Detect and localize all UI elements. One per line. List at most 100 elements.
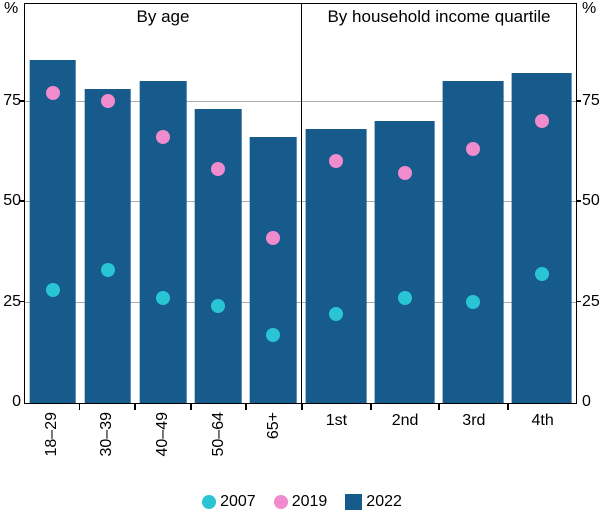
category-slot-2nd [370,4,439,403]
dot-2007-50–64 [211,299,226,314]
x-label-4th: 4th [531,412,554,429]
x-label-50–64: 50–64 [209,412,227,457]
legend-square-icon-2022 [345,494,363,510]
x-axis-age-labels: 18–29 30–39 40–49 50–64 65+ [24,412,302,457]
y-tick-mark-left-25 [20,300,24,303]
x-label-cell-3rd: 3rd [439,412,508,457]
dot-2019-50–64 [211,162,226,177]
dot-2019-30–39 [100,93,115,108]
legend-item-2019: 2019 [273,493,328,511]
legend-circle-icon-2019 [273,495,288,509]
gridline-75 [25,100,576,102]
y-tick-mark-right-50 [577,200,581,203]
legend-item-2022: 2022 [345,493,402,511]
panel-by-income-title: By household income quartile [327,7,551,26]
y-axis-unit-left: % [4,0,19,17]
x-label-3rd: 3rd [462,412,486,429]
x-label-65+: 65+ [265,412,283,440]
bar-2022-3rd [442,80,504,403]
category-tick [438,404,441,410]
category-slot-4th [507,4,576,403]
y-tick-mark-left-75 [20,100,24,102]
dot-2019-2nd [397,166,412,181]
y-tick-label-right-50: 50 [582,192,600,210]
plot-area: By age By household income quartile [24,3,577,404]
panel-by-age: By age [25,4,302,403]
bar-2022-40–49 [139,80,187,403]
x-label-cell-50–64: 50–64 [191,412,247,457]
bar-2022-18–29 [29,60,76,403]
bar-2022-1st [305,128,367,403]
bar-2022-65+ [250,137,297,403]
category-tick [245,404,248,410]
dot-2007-65+ [266,327,281,342]
category-slot-50–64 [191,4,246,403]
category-tick [189,404,192,410]
y-tick-mark-left-50 [20,200,24,203]
panel-by-age-slots [25,4,301,403]
y-tick-label-right-0: 0 [582,393,591,411]
category-tick [507,404,510,410]
x-label-cell-18–29: 18–29 [24,412,80,457]
x-label-2nd: 2nd [391,412,419,429]
legend-label-2019: 2019 [291,493,328,510]
dot-2019-1st [329,154,344,169]
category-slot-18–29 [25,4,80,403]
x-label-18–29: 18–29 [42,412,60,457]
dot-2007-4th [534,267,549,282]
y-tick-label-left-0: 0 [12,393,21,411]
gridline-50 [25,201,576,203]
dot-2019-65+ [266,230,281,245]
dot-2007-30–39 [100,263,115,278]
dot-2007-40–49 [156,291,170,306]
legend-item-2007: 2007 [202,493,256,511]
category-slot-30–39 [80,4,135,403]
x-label-cell-40–49: 40–49 [135,412,191,457]
x-axis-income-labels: 1st 2nd 3rd 4th [302,412,577,457]
x-label-cell-2nd: 2nd [371,412,440,457]
category-tick [369,404,372,410]
x-axis: 18–29 30–39 40–49 50–64 65+ 1st 2nd 3rd 4th [24,412,577,457]
bar-2022-2nd [374,120,436,403]
x-label-cell-4th: 4th [508,412,577,457]
y-tick-mark-right-75 [577,100,581,102]
dot-2007-3rd [466,295,481,310]
y-tick-label-left-75: 75 [3,92,21,110]
gridline-25 [25,302,576,304]
legend-circle-icon-2007 [202,495,217,509]
category-tick [134,404,136,410]
legend-label-2022: 2022 [366,493,402,510]
x-label-30–39: 30–39 [98,412,116,457]
x-label-cell-30–39: 30–39 [80,412,136,457]
panel-by-income: By household income quartile [302,4,576,403]
category-slot-3rd [439,4,508,403]
legend-label-2007: 2007 [220,493,256,510]
y-tick-label-left-25: 25 [3,292,21,310]
y-tick-label-left-50: 50 [3,192,21,210]
x-label-1st: 1st [325,412,348,429]
dot-2007-18–29 [45,283,60,298]
y-tick-label-right-75: 75 [582,92,600,110]
category-tick [78,404,81,410]
dot-2007-1st [329,307,344,322]
bar-2022-50–64 [194,108,242,403]
category-slot-1st [302,4,371,403]
dot-2019-18–29 [45,85,60,100]
category-slot-40–49 [135,4,190,403]
panel-by-age-title: By age [136,7,190,26]
dot-2019-4th [534,113,549,128]
y-tick-mark-right-25 [577,300,581,303]
category-tick [300,404,303,410]
bar-2022-30–39 [84,88,132,403]
category-slot-65+ [246,4,301,403]
dot-2019-40–49 [156,130,170,145]
x-label-40–49: 40–49 [153,412,171,457]
x-label-cell-65+: 65+ [246,412,302,457]
y-axis-unit-right: % [582,0,597,17]
y-tick-label-right-25: 25 [582,292,600,310]
legend: 2007 2019 2022 [0,492,604,512]
dot-2007-2nd [397,291,412,306]
x-label-cell-1st: 1st [302,412,371,457]
dot-2019-3rd [466,142,481,157]
